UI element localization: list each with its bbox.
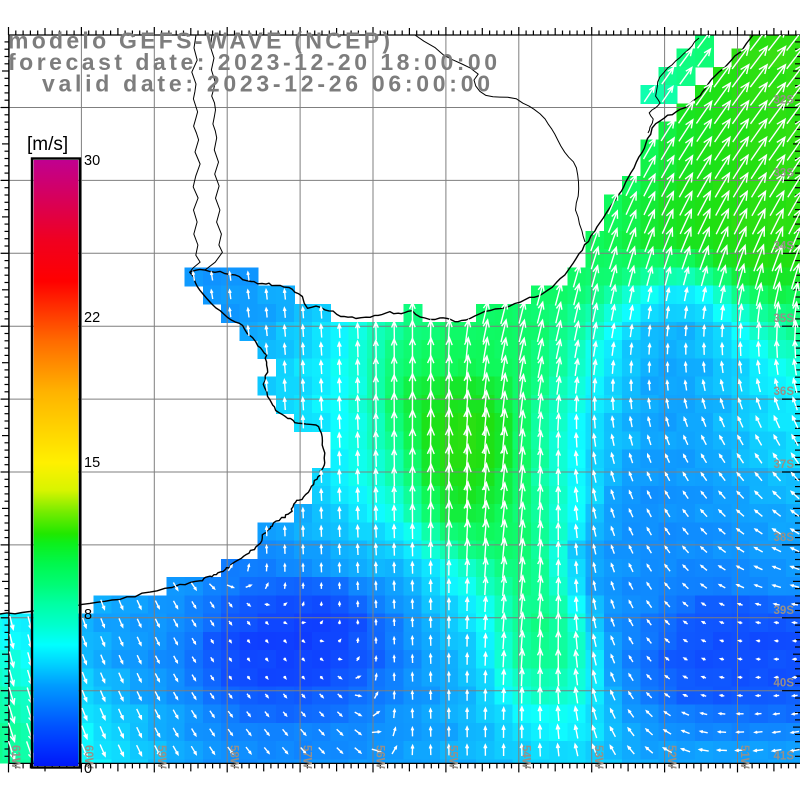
svg-text:60W: 60W	[82, 745, 94, 769]
svg-text:valid date: 2023-12-26 06:00:0: valid date: 2023-12-26 06:00:00	[42, 71, 490, 97]
svg-text:58W: 58W	[228, 745, 240, 769]
svg-text:53W: 53W	[592, 745, 604, 769]
svg-text:39S: 39S	[774, 605, 795, 617]
svg-text:54W: 54W	[519, 745, 531, 769]
svg-text:32S: 32S	[774, 95, 795, 107]
svg-text:0: 0	[84, 761, 92, 777]
svg-text:51W: 51W	[738, 745, 750, 769]
svg-text:36S: 36S	[774, 386, 795, 398]
svg-text:40S: 40S	[774, 678, 795, 690]
svg-text:30: 30	[84, 153, 100, 169]
svg-text:[m/s]: [m/s]	[27, 134, 68, 155]
svg-text:forecast date: 2023-12-20 18:0: forecast date: 2023-12-20 18:00:00	[8, 49, 497, 75]
svg-text:55W: 55W	[446, 745, 458, 769]
svg-text:8: 8	[84, 607, 92, 623]
svg-text:38S: 38S	[774, 532, 795, 544]
svg-text:modelo GEFS-WAVE (NCEP): modelo GEFS-WAVE (NCEP)	[8, 28, 390, 54]
svg-text:33S: 33S	[774, 167, 795, 179]
svg-text:35S: 35S	[774, 313, 795, 325]
svg-text:41S: 41S	[774, 750, 795, 762]
svg-text:57W: 57W	[301, 745, 313, 769]
svg-text:37S: 37S	[774, 459, 795, 471]
svg-text:34S: 34S	[774, 240, 795, 252]
svg-text:56W: 56W	[374, 745, 386, 769]
svg-text:52W: 52W	[665, 745, 677, 769]
svg-text:22: 22	[84, 310, 100, 326]
svg-text:59W: 59W	[155, 745, 167, 769]
svg-text:61W: 61W	[9, 745, 21, 769]
svg-text:15: 15	[84, 455, 100, 471]
